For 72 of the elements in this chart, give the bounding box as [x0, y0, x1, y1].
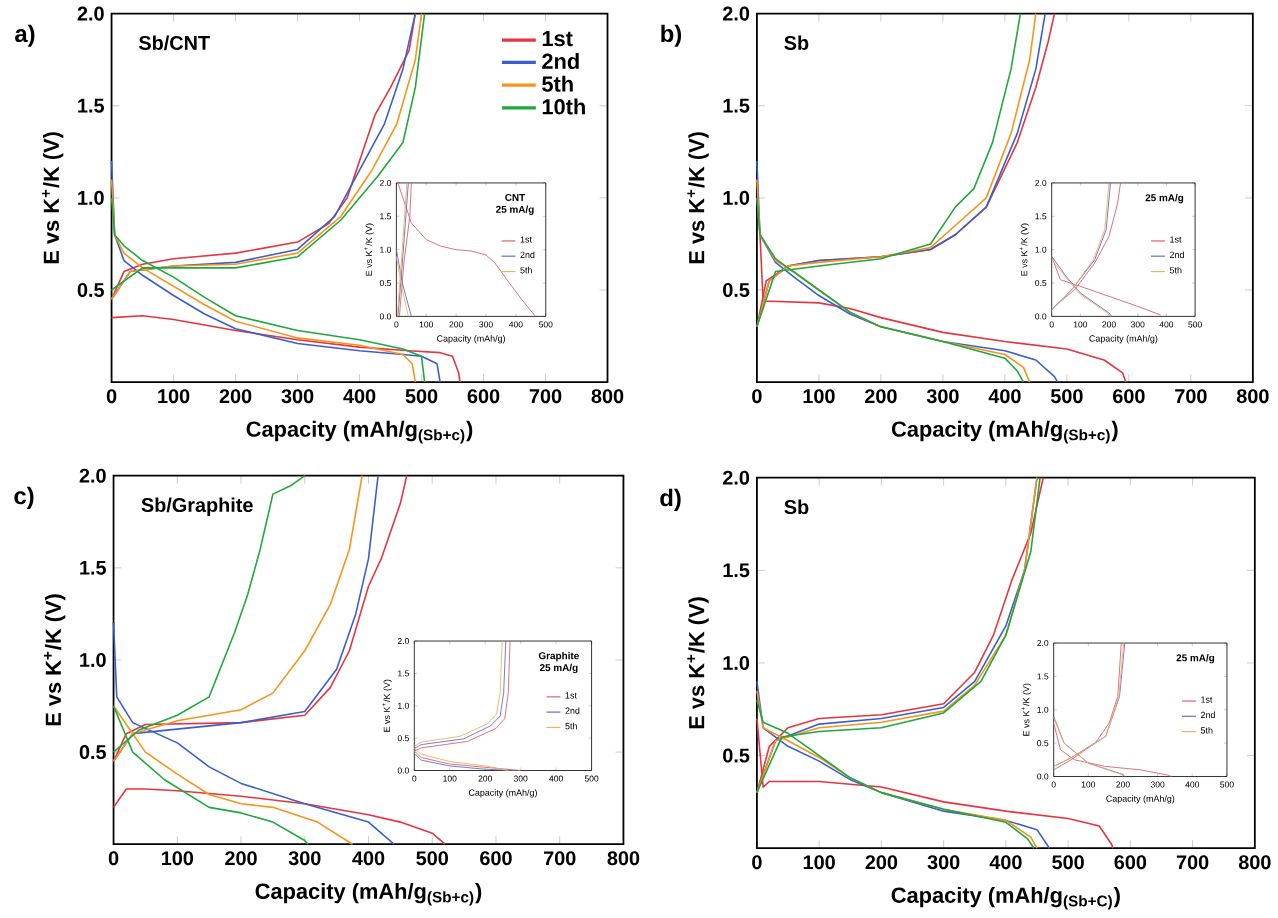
y-tick-label: 0.5	[79, 745, 106, 760]
x-tick-label: 800	[1236, 389, 1269, 404]
x-tick-label: 300	[927, 855, 960, 870]
x-tick-label: 600	[1113, 389, 1145, 404]
x-tick-label: 400	[989, 855, 1022, 870]
y-tick-label: 1.5	[78, 98, 104, 113]
annotation: Sb/CNT	[138, 35, 210, 51]
x-axis-title: Capacity (mAh/g$_{(Sb+C)}$)	[891, 886, 1120, 910]
x-tick-label: 300	[926, 389, 959, 404]
y-tick-label: 2.0	[722, 470, 750, 485]
y-tick-label: 2.0	[79, 468, 106, 483]
x-tick-label: 100	[803, 855, 835, 870]
x-axis-title: Capacity (mAh/g$_{(Sb+c)}$)	[891, 420, 1118, 444]
y-axis-title: E vs K$^{+}$/K (V)	[687, 597, 709, 729]
legend-label: 5th	[542, 75, 573, 92]
y-tick-label: 1.0	[723, 190, 750, 205]
x-tick-label: 800	[1238, 855, 1271, 870]
y-axis-title: E vs K$^{+}$/K (V)	[687, 132, 709, 264]
x-axis-title: Capacity (mAh/g$_{(Sb+c)}$)	[246, 420, 473, 444]
x-tick-label: 100	[803, 389, 835, 404]
x-tick-label: 600	[467, 389, 500, 404]
y-tick-label: 2.0	[722, 6, 750, 21]
x-tick-label: 400	[352, 851, 385, 866]
legend-label: 10th	[542, 98, 585, 115]
x-tick-label: 500	[416, 851, 448, 866]
chart-title: b)	[661, 24, 682, 47]
annotation: Sb/Graphite	[141, 497, 253, 516]
x-tick-label: 300	[288, 851, 321, 866]
x-tick-label: 200	[225, 851, 257, 866]
x-tick-label: 200	[865, 855, 898, 870]
y-tick-label: 0.5	[77, 283, 104, 298]
x-tick-label: 200	[219, 389, 252, 404]
x-tick-label: 500	[1052, 855, 1084, 870]
y-tick-label: 0.5	[723, 283, 750, 298]
annotation: Sb	[784, 35, 809, 50]
x-tick-label: 800	[591, 389, 624, 404]
x-tick-label: 100	[161, 851, 194, 866]
x-tick-label: 400	[343, 389, 376, 404]
x-tick-label: 400	[988, 389, 1021, 404]
x-tick-label: 600	[1114, 855, 1147, 870]
legend-label: 2nd	[542, 53, 579, 70]
x-tick-label: 0	[752, 389, 762, 404]
x-tick-label: 300	[281, 389, 314, 404]
y-tick-label: 0.5	[723, 748, 750, 763]
y-tick-label: 1.5	[723, 98, 750, 113]
x-tick-label: 0	[106, 389, 117, 404]
x-tick-label: 500	[1050, 389, 1083, 404]
y-tick-label: 1.0	[80, 652, 106, 668]
y-tick-label: 1.5	[723, 563, 750, 578]
y-tick-label: 1.0	[723, 655, 750, 671]
x-tick-label: 700	[529, 389, 562, 404]
x-tick-label: 200	[865, 389, 897, 404]
y-tick-label: 1.0	[78, 190, 104, 205]
chart-title: a)	[15, 24, 35, 47]
x-tick-label: 0	[108, 851, 119, 866]
chart-title: d)	[660, 488, 681, 512]
chart-title: c)	[14, 486, 34, 509]
annotation: Sb	[784, 499, 809, 515]
x-tick-label: 500	[405, 389, 438, 404]
x-tick-label: 800	[607, 851, 640, 866]
x-tick-label: 700	[544, 851, 576, 866]
y-tick-label: 1.5	[80, 560, 106, 575]
y-axis-title: E vs K$^{+}$/K (V)	[43, 594, 66, 726]
x-tick-label: 700	[1175, 389, 1207, 404]
legend-label: 1st	[542, 31, 573, 47]
x-axis-title: Capacity (mAh/g$_{(Sb+c)}$)	[255, 882, 482, 906]
x-tick-label: 600	[480, 851, 512, 866]
x-tick-label: 0	[752, 855, 762, 870]
y-axis-title: E vs K$^{+}$/K (V)	[41, 132, 64, 264]
x-tick-label: 100	[158, 389, 190, 404]
y-tick-label: 2.0	[77, 6, 104, 21]
x-tick-label: 700	[1176, 855, 1209, 870]
